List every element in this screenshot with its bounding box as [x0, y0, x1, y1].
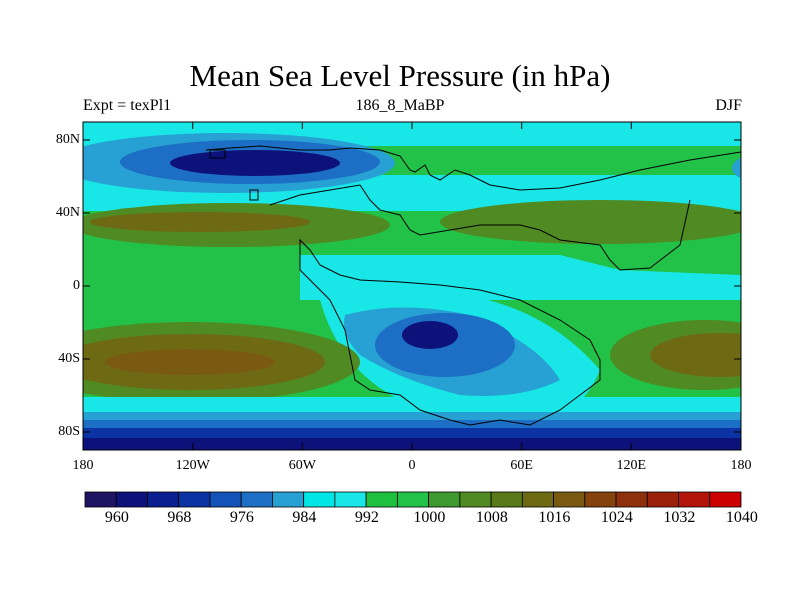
south-pacific-high-core	[105, 349, 275, 375]
southern-continent-coast	[299, 238, 601, 426]
colorbar-label: 984	[292, 509, 317, 526]
northern-coastline	[205, 145, 742, 191]
period-label: 186_8_MaBP	[355, 97, 445, 114]
colorbar-label: 968	[167, 509, 192, 526]
north-atlantic-high-core	[90, 212, 310, 232]
lon-label: 120E	[616, 458, 647, 473]
colorbar-label: 1000	[413, 509, 446, 526]
eurasia-south-coast	[269, 184, 691, 271]
north-low-core	[170, 150, 340, 176]
greenland-fragment	[209, 149, 226, 159]
lon-label: 60E	[510, 458, 533, 473]
lat-label: 40N	[55, 205, 80, 220]
colorbar-label: 1032	[663, 509, 696, 526]
north-low-east	[732, 157, 741, 179]
colorbar-label: 1040	[725, 509, 758, 526]
lon-label: 60W	[288, 458, 316, 473]
season-label: DJF	[715, 97, 742, 114]
lon-label: 180	[730, 458, 752, 473]
colorbar-label: 960	[104, 509, 129, 526]
lon-label: 0	[408, 458, 416, 473]
tropical-cyan	[300, 255, 741, 300]
coastlines	[205, 145, 742, 426]
lon-label: 180	[72, 458, 94, 473]
colorbar-label: 1016	[538, 509, 571, 526]
lon-label: 120W	[175, 458, 210, 473]
colorbar-label: 1008	[475, 509, 508, 526]
axis-ticks	[82, 122, 742, 450]
south-low-core	[402, 321, 458, 349]
pressure-field	[83, 122, 741, 450]
lat-label: 40S	[58, 351, 80, 366]
experiment-label: Expt = texPl1	[83, 97, 172, 114]
small-island	[249, 189, 259, 201]
lat-label: 80S	[58, 424, 80, 439]
map-title: Mean Sea Level Pressure (in hPa)	[189, 58, 611, 93]
lat-label: 80N	[55, 132, 80, 147]
asia-high	[440, 200, 741, 244]
colorbar-label: 976	[229, 509, 254, 526]
south-indian-high	[650, 333, 741, 377]
colorbar-label: 992	[354, 509, 379, 526]
lat-label: 0	[73, 278, 80, 293]
colorbar-label: 1024	[600, 509, 633, 526]
